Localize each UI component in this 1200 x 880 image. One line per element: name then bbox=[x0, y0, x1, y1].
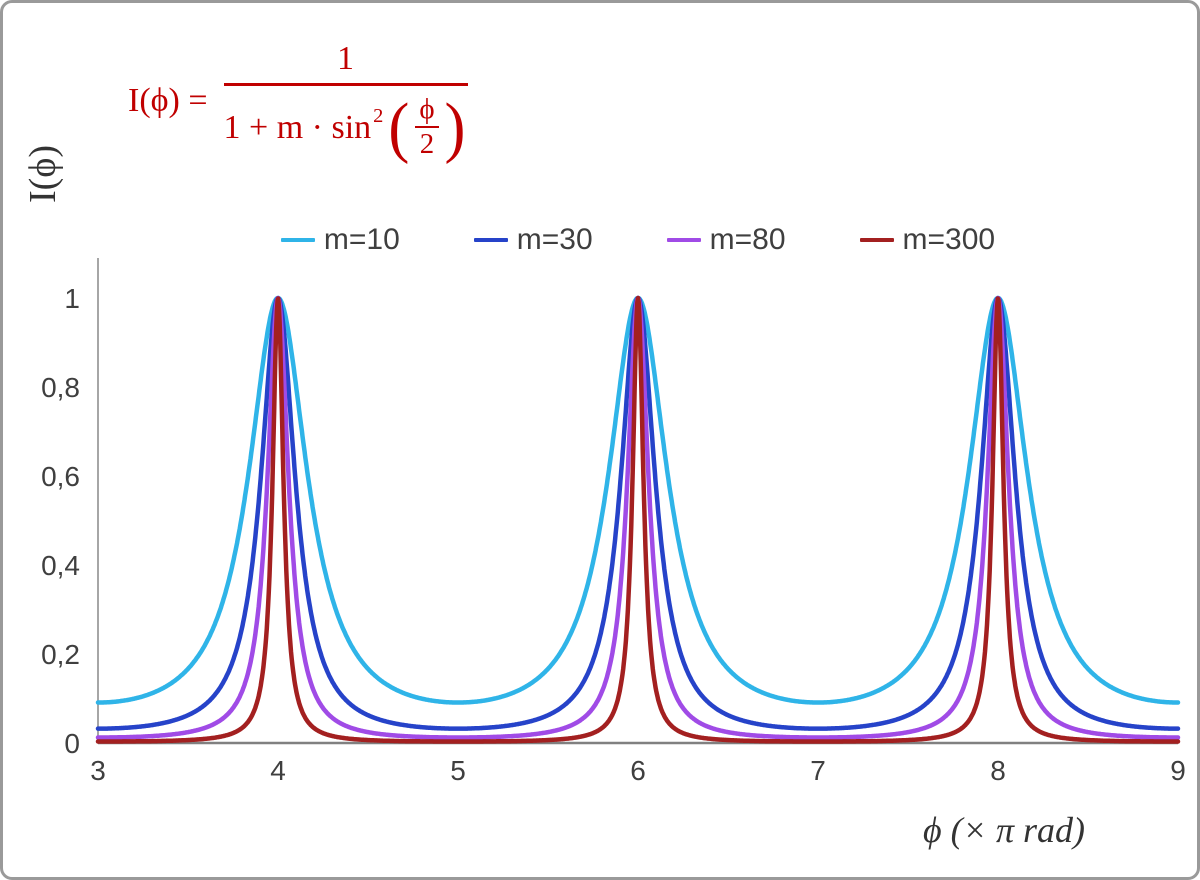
x-tick-label: 9 bbox=[1170, 755, 1186, 786]
plot-area: 3 4 5 6 7 8 9 0 0,2 0,4 0,6 0,8 1 bbox=[41, 258, 1186, 786]
formula-inner-denominator: 2 bbox=[414, 126, 440, 161]
x-tick-label: 3 bbox=[90, 755, 106, 786]
formula-lhs: I(ϕ) = bbox=[128, 81, 208, 119]
formula-fraction: 1 1 + m · sin 2 ( ϕ 2 ) bbox=[223, 39, 468, 165]
x-tick-label: 6 bbox=[630, 755, 646, 786]
y-axis-title: I(ϕ) bbox=[22, 145, 64, 203]
x-tick-label: 4 bbox=[270, 755, 286, 786]
series-curve-m=300 bbox=[95, 295, 1181, 744]
legend-label-m30: m=30 bbox=[516, 223, 593, 256]
y-tick-label: 0,4 bbox=[41, 550, 80, 581]
legend-item-m10: m=10 bbox=[280, 223, 400, 257]
formula-inner-fraction: ϕ 2 bbox=[414, 93, 440, 161]
legend-item-m80: m=80 bbox=[666, 223, 786, 257]
y-tick-label: 0 bbox=[64, 728, 80, 759]
x-tick-label: 5 bbox=[450, 755, 466, 786]
legend-dash-m80-icon bbox=[666, 238, 701, 242]
formula-exponent: 2 bbox=[373, 104, 384, 127]
formula-numerator: 1 bbox=[337, 40, 355, 77]
formula-denominator: 1 + m · sin 2 ( ϕ 2 ) bbox=[223, 83, 468, 165]
formula-den-text: 1 + m · sin bbox=[223, 108, 372, 146]
legend-item-m30: m=30 bbox=[473, 223, 593, 257]
series-curve-m=30 bbox=[95, 295, 1181, 731]
legend-item-m300: m=300 bbox=[859, 223, 996, 257]
formula-paren-close-icon: ) bbox=[444, 89, 466, 165]
legend-dash-m10-icon bbox=[280, 238, 315, 242]
x-tick-label: 7 bbox=[810, 755, 826, 786]
legend-label-m300: m=300 bbox=[902, 223, 996, 256]
legend-label-m10: m=10 bbox=[323, 223, 400, 256]
y-tick-label: 0,6 bbox=[41, 461, 80, 492]
x-axis-title: ϕ (× π rad) bbox=[923, 810, 1085, 850]
series-curve-m=80 bbox=[95, 295, 1181, 740]
y-tick-label: 0,2 bbox=[41, 639, 80, 670]
y-tick-label: 0,8 bbox=[41, 372, 80, 403]
x-tick-label: 8 bbox=[990, 755, 1006, 786]
legend-dash-m300-icon bbox=[859, 238, 894, 242]
legend-label-m80: m=80 bbox=[709, 223, 786, 256]
formula-paren-open-icon: ( bbox=[388, 89, 410, 165]
legend: m=10 m=30 m=80 m=300 bbox=[98, 223, 1178, 257]
formula: I(ϕ) = 1 1 + m · sin 2 ( ϕ 2 ) bbox=[128, 39, 468, 162]
y-tick-label: 1 bbox=[64, 283, 80, 314]
formula-inner-numerator: ϕ bbox=[419, 93, 435, 126]
legend-dash-m30-icon bbox=[473, 238, 508, 242]
